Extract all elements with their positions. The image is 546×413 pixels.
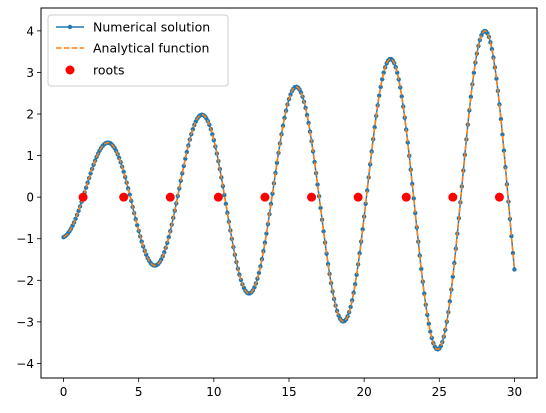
numerical-point [422, 291, 427, 296]
numerical-point [306, 120, 311, 126]
numerical-point [348, 304, 353, 310]
x-tick-label: 30 [507, 385, 522, 399]
numerical-point [509, 233, 514, 239]
x-tick-label: 10 [206, 385, 221, 399]
root-point [307, 192, 317, 202]
numerical-point [494, 76, 499, 81]
x-tick-label: 5 [135, 385, 143, 399]
numerical-point [315, 182, 320, 187]
numerical-point [321, 229, 326, 234]
numerical-point [264, 231, 269, 236]
numerical-point [364, 188, 370, 193]
numerical-point [450, 274, 456, 279]
y-tick-label: 2 [26, 108, 34, 122]
numerical-point [256, 270, 262, 276]
numerical-point [312, 159, 317, 165]
numerical-point [262, 240, 268, 245]
numerical-point [354, 272, 359, 277]
root-point [78, 192, 88, 202]
y-axis: −4 −3 −2 −1 0 1 2 3 4 [16, 24, 41, 371]
numerical-point [274, 160, 280, 166]
root-point [260, 192, 270, 202]
series-roots [78, 192, 504, 202]
y-tick-label: −4 [16, 357, 34, 371]
legend-roots-marker [65, 65, 75, 75]
legend-analytical-label: Analytical function [93, 41, 209, 56]
x-axis: 0 5 10 15 20 25 30 [60, 378, 522, 399]
root-point [448, 192, 458, 202]
y-tick-label: −3 [16, 315, 34, 329]
numerical-point [184, 149, 189, 155]
numerical-point [411, 196, 416, 201]
numerical-point [318, 205, 323, 211]
root-point [494, 192, 504, 202]
numerical-point [270, 191, 275, 196]
x-tick-label: 25 [432, 385, 447, 399]
numerical-point [210, 132, 215, 137]
numerical-point [498, 116, 504, 122]
y-tick-label: −2 [16, 274, 34, 288]
plot-area [61, 28, 517, 352]
legend-numerical-label: Numerical solution [93, 20, 210, 35]
numerical-point [510, 250, 516, 256]
legend-roots-label: roots [93, 63, 125, 78]
y-tick-label: 1 [26, 149, 34, 163]
numerical-point [379, 77, 385, 82]
numerical-point [489, 46, 495, 52]
numerical-point [121, 169, 126, 174]
numerical-point [378, 84, 383, 90]
numerical-point [223, 201, 229, 207]
root-point [401, 192, 411, 202]
numerical-point [381, 70, 386, 75]
numerical-point [360, 227, 365, 232]
root-point [213, 192, 223, 202]
numerical-point [500, 132, 505, 137]
numerical-point [501, 148, 507, 153]
numerical-point [399, 94, 404, 99]
x-tick-label: 0 [60, 385, 68, 399]
y-tick-label: 4 [26, 24, 34, 38]
x-tick-label: 20 [357, 385, 372, 399]
numerical-point [405, 140, 410, 145]
numerical-point [471, 70, 477, 76]
numerical-point [372, 125, 377, 130]
numerical-point [166, 235, 171, 240]
x-tick-label: 15 [281, 385, 296, 399]
root-point [165, 192, 175, 202]
root-point [119, 192, 129, 202]
numerical-point [413, 210, 418, 216]
y-tick-label: 3 [26, 66, 34, 80]
numerical-point [425, 312, 430, 318]
numerical-point [352, 282, 358, 287]
numerical-point [419, 266, 424, 272]
numerical-point [395, 70, 400, 75]
numerical-point [468, 94, 474, 100]
y-tick-label: 0 [26, 191, 34, 205]
legend-box [47, 14, 229, 87]
numerical-point [127, 192, 132, 197]
numerical-point [183, 156, 188, 162]
numerical-point [304, 112, 310, 118]
root-point [353, 192, 363, 202]
numerical-point [447, 299, 453, 304]
numerical-point [134, 223, 140, 228]
numerical-point [376, 93, 382, 98]
numerical-point [181, 163, 186, 169]
legend-numerical-marker [67, 24, 73, 30]
numerical-point [428, 329, 433, 334]
legend: Numerical solution Analytical function r… [47, 14, 229, 87]
numerical-point [222, 192, 227, 198]
series-analytical-line [63, 30, 516, 351]
y-tick-label: −1 [16, 232, 34, 246]
numerical-point [426, 321, 431, 327]
